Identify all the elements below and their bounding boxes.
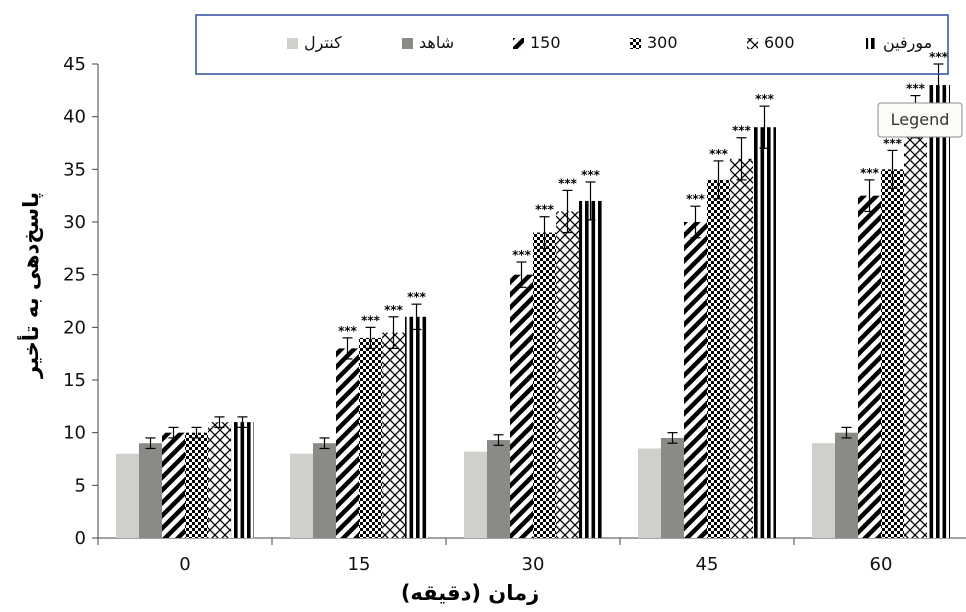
legend-swatch [513,38,524,49]
bar [290,453,313,538]
significance-label: *** [407,290,427,304]
x-tick-label: 0 [179,554,190,575]
bar [684,222,707,538]
significance-label: *** [384,303,404,317]
y-tick-label: 10 [63,423,86,444]
y-tick-label: 35 [63,159,86,180]
legend-tooltip-label: Legend [891,110,950,129]
bar [162,432,185,538]
legend-swatch [866,38,877,49]
y-tick-label: 5 [75,475,86,496]
bar [510,274,533,538]
bar [812,443,835,538]
bar [556,211,579,538]
bar [464,451,487,538]
legend-tooltip-box [877,102,963,138]
significance-label: *** [512,248,532,262]
significance-label: *** [338,324,358,338]
significance-label: *** [581,168,601,182]
bar [881,169,904,539]
significance-label: *** [883,136,903,150]
legend-label: 600 [764,33,795,52]
significance-label: *** [860,166,880,180]
x-axis-title: زمان (دقیقه) [401,581,539,605]
significance-label: *** [732,124,752,138]
bar [208,422,231,538]
y-tick-label: 15 [63,370,86,391]
bar [116,453,139,538]
bar [579,200,602,538]
y-axis-title: پاسخ‌دهی به تأخیر [16,192,43,379]
bar [927,85,950,539]
significance-label: *** [686,192,706,206]
bar [707,179,730,538]
significance-label: *** [535,203,555,217]
bar [730,158,753,539]
significance-label: *** [558,176,578,190]
bar [313,443,336,538]
y-tick-label: 0 [75,528,86,549]
bar [231,422,254,538]
legend-swatch [287,38,298,49]
legend-swatch [747,38,758,49]
legend-box [195,14,949,75]
bar [382,332,405,538]
y-tick-label: 25 [63,265,86,286]
bar [661,437,684,538]
legend-label: 150 [530,33,561,52]
legend-label: کنترل [304,33,342,53]
significance-label: *** [755,92,775,106]
x-tick-label: 60 [870,554,893,575]
legend-label: شاهد [419,33,454,52]
x-tick-label: 30 [522,554,545,575]
bar [638,448,661,538]
x-tick-label: 45 [696,554,719,575]
significance-label: *** [906,82,926,96]
bar [185,432,208,538]
legend-swatch [630,38,641,49]
bar [405,316,428,538]
legend-tooltip: Legend [877,102,963,138]
legend-label: 300 [647,33,678,52]
x-tick-label: 15 [348,554,371,575]
significance-label: *** [709,147,729,161]
bar [336,348,359,538]
bar [359,337,382,538]
bar [533,232,556,539]
y-tick-label: 45 [63,54,86,75]
legend-swatch [402,38,413,49]
bar [858,195,881,538]
significance-label: *** [929,50,949,64]
bar [753,127,776,538]
y-tick-label: 30 [63,212,86,233]
significance-label: *** [361,313,381,327]
bar [487,440,510,538]
bar [835,432,858,538]
y-tick-label: 20 [63,317,86,338]
bar [904,116,927,539]
bar [139,443,162,538]
y-tick-label: 40 [63,107,86,128]
legend-label: مورفین [883,33,932,53]
